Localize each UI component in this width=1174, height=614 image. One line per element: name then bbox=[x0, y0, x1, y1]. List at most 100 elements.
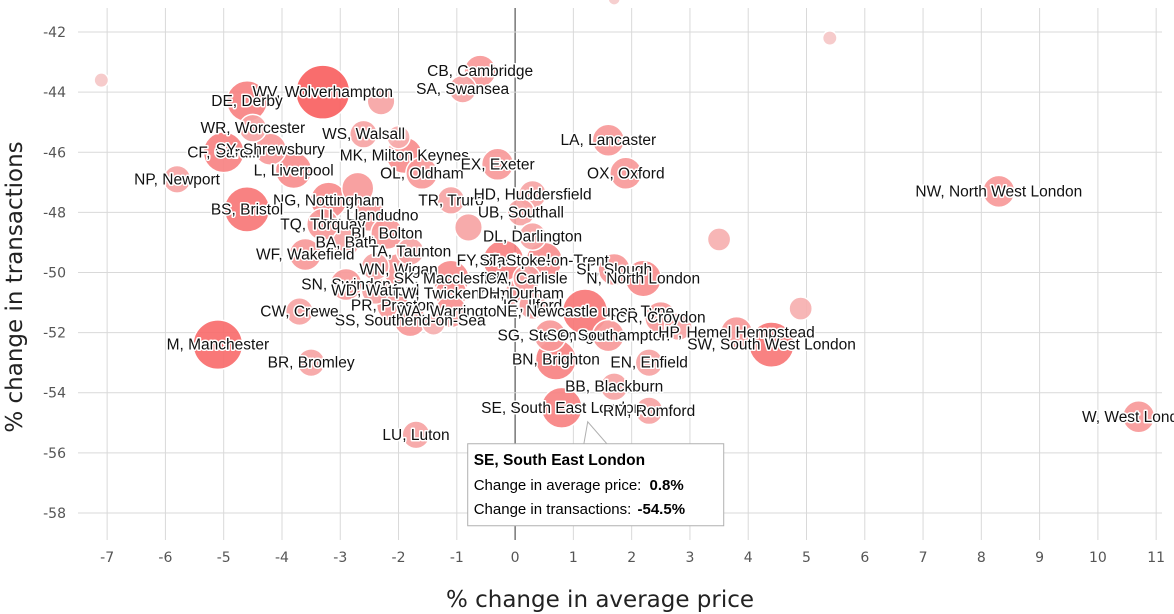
bubble[interactable] bbox=[331, 227, 361, 257]
bubble[interactable] bbox=[340, 171, 375, 206]
x-tick-label: 0 bbox=[511, 550, 520, 566]
bubble[interactable] bbox=[349, 119, 379, 149]
bubble[interactable] bbox=[706, 227, 732, 252]
bubble[interactable] bbox=[561, 288, 609, 335]
tooltip-price-value: 0.8% bbox=[650, 477, 684, 494]
x-tick-label: -5 bbox=[217, 550, 231, 566]
bubble[interactable] bbox=[405, 156, 439, 191]
bubble-label: ST, Stoke-on-Trent bbox=[479, 252, 609, 269]
bubble[interactable] bbox=[609, 156, 643, 191]
bubble-label: CA, Carlisle bbox=[486, 271, 568, 288]
bubble-label: SY, Shrewsbury bbox=[216, 141, 325, 158]
x-tick-label: 3 bbox=[685, 550, 694, 566]
bubble[interactable] bbox=[360, 251, 390, 282]
y-tick-label: -42 bbox=[43, 25, 66, 41]
x-tick-label: 4 bbox=[744, 550, 753, 566]
bubble[interactable] bbox=[306, 207, 340, 242]
bubble[interactable] bbox=[192, 319, 244, 371]
bubble[interactable] bbox=[518, 221, 548, 251]
bubble-label: WV, Wolverhampton bbox=[253, 84, 393, 101]
bubble-label: TR, Truro bbox=[418, 192, 483, 209]
bubble-label: WN, Wigan bbox=[359, 261, 437, 278]
bubble[interactable] bbox=[663, 312, 693, 342]
bubble-label: OX, Oxford bbox=[587, 165, 665, 182]
bubble-label: TW, Twickenham bbox=[392, 286, 510, 303]
bubble-label: NG, Nottingham bbox=[273, 192, 384, 209]
bubble[interactable] bbox=[982, 174, 1016, 209]
bubble[interactable] bbox=[540, 386, 583, 429]
bubble[interactable] bbox=[436, 185, 466, 215]
tooltip-price-label: Change in average price: bbox=[474, 477, 642, 494]
x-tick-label: -6 bbox=[158, 550, 172, 566]
bubble[interactable] bbox=[480, 147, 515, 182]
tooltip-price-line: Change in average price: 0.8% bbox=[474, 477, 684, 494]
bubble-label: TQ, Torquay bbox=[280, 216, 365, 233]
bubble[interactable] bbox=[386, 124, 411, 150]
bubble-label: TA, Taunton bbox=[369, 243, 451, 260]
tooltip-transactions-value: -54.5% bbox=[638, 501, 686, 518]
bubble[interactable] bbox=[1121, 400, 1156, 434]
bubble-label: CB, Cambridge bbox=[427, 63, 533, 80]
bubble[interactable] bbox=[634, 396, 664, 426]
y-tick-label: -54 bbox=[43, 386, 66, 402]
bubble[interactable] bbox=[591, 123, 626, 157]
tooltip-transactions-label: Change in transactions: bbox=[474, 501, 632, 518]
bubble[interactable] bbox=[295, 64, 351, 120]
bubble[interactable] bbox=[370, 216, 404, 251]
bubble-label: BS, Bristol bbox=[211, 201, 283, 218]
bubble-label: DH, Durham bbox=[478, 286, 564, 303]
x-tick-label: 1 bbox=[569, 550, 578, 566]
bubble[interactable] bbox=[238, 113, 268, 143]
x-tick-label: 5 bbox=[802, 550, 811, 566]
bubble-label: LA, Lancaster bbox=[561, 132, 657, 149]
bubble[interactable] bbox=[599, 372, 629, 402]
bubble[interactable] bbox=[274, 151, 313, 190]
bubble[interactable] bbox=[607, 0, 621, 6]
bubble-label: WR, Worcester bbox=[200, 120, 305, 137]
bubble-label: BL, Bolton bbox=[351, 225, 423, 242]
bubble[interactable] bbox=[202, 131, 245, 174]
bubble-label: SK, Macclesfield bbox=[394, 271, 509, 288]
bubble-label: WA, Warrington bbox=[397, 304, 505, 321]
bubble[interactable] bbox=[395, 236, 425, 267]
bubble-label: SO, Southampton bbox=[547, 328, 670, 345]
bubble[interactable] bbox=[597, 252, 631, 287]
bubble[interactable] bbox=[284, 297, 315, 327]
bubble[interactable] bbox=[748, 321, 795, 368]
bubble[interactable] bbox=[223, 186, 271, 233]
bubble[interactable] bbox=[366, 86, 396, 116]
bubble[interactable] bbox=[421, 311, 446, 336]
y-tick-label: -48 bbox=[43, 205, 66, 221]
bubble[interactable] bbox=[482, 239, 525, 282]
bubble[interactable] bbox=[253, 132, 288, 167]
bubble[interactable] bbox=[288, 237, 323, 272]
bubble[interactable] bbox=[821, 30, 838, 47]
bubble[interactable] bbox=[162, 164, 192, 194]
x-tick-label: -2 bbox=[392, 550, 406, 566]
bubble-label: BR, Bromley bbox=[268, 355, 355, 372]
tooltip-title: SE, South East London bbox=[474, 452, 645, 469]
bubble[interactable] bbox=[518, 291, 548, 321]
bubble-label: EX, Exeter bbox=[461, 156, 535, 173]
bubble[interactable] bbox=[453, 212, 484, 242]
bubble[interactable] bbox=[296, 348, 326, 378]
x-tick-label: -4 bbox=[275, 550, 289, 566]
bubble[interactable] bbox=[533, 318, 567, 353]
tooltip: SE, South East London Change in average … bbox=[467, 420, 725, 527]
bubble-label: CF, Cardiff bbox=[187, 144, 261, 161]
bubble-label: IG, Ilford bbox=[503, 298, 562, 315]
bubble[interactable] bbox=[634, 348, 664, 378]
bubble[interactable] bbox=[401, 420, 431, 450]
bubble-label: RM, Romford bbox=[603, 403, 695, 420]
bubble[interactable] bbox=[93, 72, 110, 89]
y-tick-label: -44 bbox=[43, 85, 66, 101]
bubble[interactable] bbox=[506, 197, 536, 227]
bubble[interactable] bbox=[719, 315, 754, 350]
bubble[interactable] bbox=[448, 74, 478, 104]
bubble[interactable] bbox=[788, 296, 814, 321]
bubble[interactable] bbox=[591, 318, 626, 353]
x-tick-label: 11 bbox=[1147, 550, 1165, 566]
x-tick-label: -3 bbox=[333, 550, 347, 566]
bubble-label: SA, Swansea bbox=[416, 81, 509, 98]
